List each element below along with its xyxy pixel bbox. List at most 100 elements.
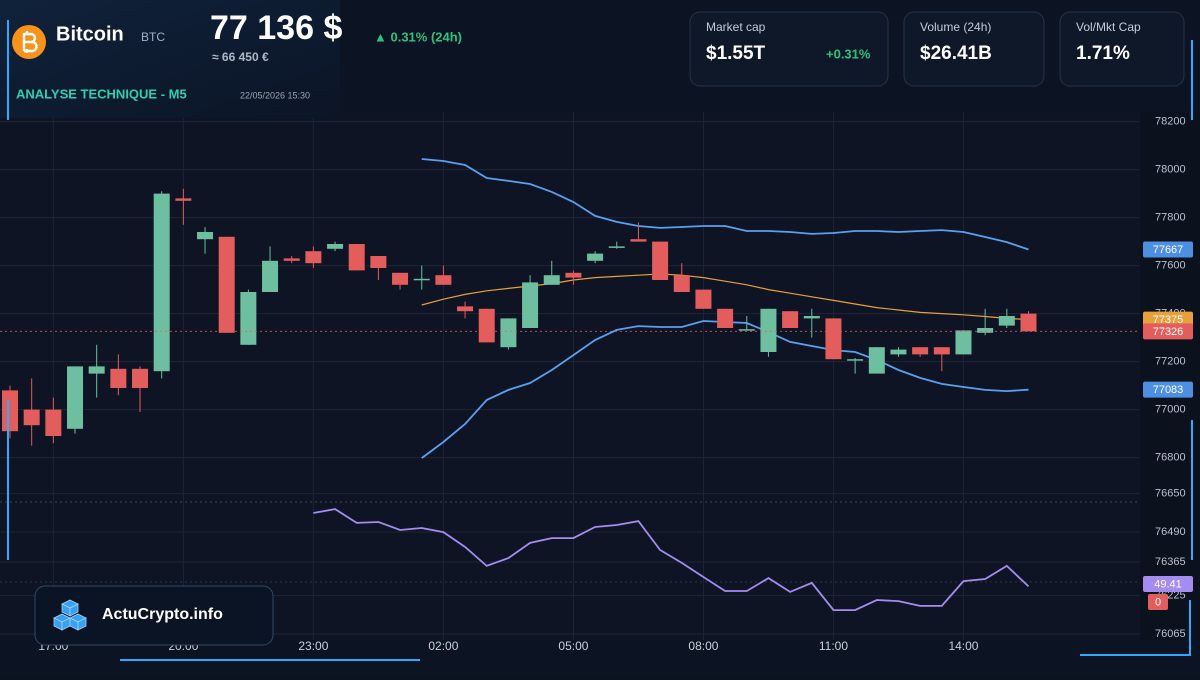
- candle-body: [218, 236, 235, 333]
- candle-body: [522, 282, 539, 328]
- frame: [7, 20, 1193, 661]
- candle-body: [955, 330, 972, 355]
- chart: 7820078000778007760077400772007700076800…: [0, 112, 1193, 653]
- candle-body: [803, 316, 820, 319]
- candle-body: [262, 260, 279, 292]
- candle-body: [327, 244, 344, 249]
- stat-label: Volume (24h): [920, 20, 991, 34]
- x-tick-label: 02:00: [428, 639, 458, 653]
- candle-body: [825, 318, 842, 360]
- y-tick-label: 76065: [1155, 628, 1186, 640]
- last-price-label: 77326: [1153, 326, 1184, 338]
- upper-band-label-bg: [1143, 241, 1193, 258]
- candle-body: [782, 311, 799, 328]
- plot-area: [0, 112, 1140, 640]
- section-title: ANALYSE TECHNIQUE - M5: [16, 86, 187, 101]
- bitcoin-icon: [12, 25, 46, 59]
- candle-body: [933, 347, 950, 355]
- y-tick-label: 76650: [1155, 488, 1186, 500]
- candle-body: [565, 272, 582, 278]
- stat-card: Market cap $1.55T +0.31%: [689, 11, 889, 87]
- candle-body: [847, 359, 864, 361]
- candle-body: [977, 328, 994, 333]
- stat-value: $1.55T: [706, 43, 766, 64]
- lower-band-label: 77083: [1153, 384, 1184, 396]
- signal-label: 0: [1155, 596, 1161, 608]
- candle-body: [457, 306, 474, 312]
- candle-body: [348, 244, 365, 271]
- candle-body: [998, 316, 1015, 326]
- candle-body: [500, 318, 517, 348]
- price-change: ▲ 0.31% (24h): [374, 29, 462, 44]
- rsi-label-bg: [1143, 576, 1193, 592]
- bollinger-upper: [421, 158, 1029, 251]
- candle-body: [23, 409, 40, 426]
- rsi-line: [313, 508, 1030, 611]
- stat-change: +0.31%: [826, 46, 871, 61]
- stat-label: Vol/Mkt Cap: [1076, 20, 1141, 34]
- x-tick-label: 05:00: [558, 639, 588, 653]
- date: 22/05/2026 15:30: [240, 90, 310, 100]
- candle-body: [890, 349, 907, 355]
- stat-value: 1.71%: [1076, 43, 1130, 64]
- candle-body: [587, 253, 604, 261]
- candle-body: [868, 347, 885, 374]
- candle-body: [478, 308, 495, 343]
- x-tick-label: 11:00: [819, 639, 848, 653]
- candle-body: [305, 251, 322, 264]
- candle-body: [608, 246, 625, 248]
- candle-body: [110, 368, 127, 388]
- candle-body: [1020, 313, 1037, 332]
- y-tick-label: 76365: [1155, 556, 1186, 568]
- candle-body: [240, 292, 257, 345]
- middle-band-label: 77375: [1153, 314, 1184, 326]
- price-eur: ≈ 66 450 €: [212, 50, 269, 64]
- candle-body: [413, 278, 430, 281]
- lower-band-label-bg: [1143, 381, 1193, 398]
- candle-body: [435, 275, 452, 285]
- candle-body: [760, 308, 777, 352]
- stat-value: $26.41B: [920, 43, 992, 64]
- y-tick-label: 78000: [1155, 164, 1186, 176]
- candle-body: [912, 347, 929, 355]
- candle-body: [738, 329, 755, 331]
- coin-name: Bitcoin: [56, 23, 124, 45]
- brand-box: ActuCrypto.info: [34, 585, 274, 646]
- x-tick-label: 08:00: [688, 639, 718, 653]
- y-tick-label: 77200: [1155, 356, 1186, 368]
- price-axis: [1140, 112, 1200, 640]
- upper-band-label: 77667: [1153, 244, 1184, 256]
- candle-body: [67, 366, 84, 429]
- brand-name: ActuCrypto.info: [102, 606, 223, 623]
- signal-label-bg: [1148, 594, 1168, 610]
- stat-card: Vol/Mkt Cap 1.71%: [1059, 11, 1185, 87]
- candle-body: [652, 241, 669, 280]
- candle-body: [543, 275, 560, 285]
- candle-body: [153, 193, 170, 372]
- candle-body: [132, 368, 149, 388]
- stat-card: Volume (24h) $26.41B: [903, 11, 1045, 87]
- price: 77 136 $: [210, 9, 342, 47]
- candle-body: [630, 239, 647, 242]
- y-tick-label: 77000: [1155, 404, 1186, 416]
- candle-body: [2, 390, 18, 432]
- candle-body: [197, 232, 214, 240]
- x-tick-label: 14:00: [948, 639, 978, 653]
- stat-label: Market cap: [706, 20, 766, 34]
- y-tick-label: 76490: [1155, 526, 1186, 538]
- coin-symbol: BTC: [141, 30, 165, 44]
- rsi-label: 49.41: [1154, 578, 1182, 590]
- candle-body: [673, 275, 690, 292]
- candle-body: [695, 289, 712, 309]
- candle-body: [392, 272, 409, 285]
- last-price-label-bg: [1143, 323, 1193, 340]
- candle-body: [45, 409, 62, 436]
- y-tick-label: 77800: [1155, 212, 1186, 224]
- y-tick-label: 76800: [1155, 452, 1186, 464]
- candle-body: [88, 366, 105, 374]
- candle-body: [717, 308, 734, 328]
- candle-body: [175, 198, 192, 201]
- x-tick-label: 23:00: [298, 639, 328, 653]
- y-tick-label: 77600: [1155, 260, 1186, 272]
